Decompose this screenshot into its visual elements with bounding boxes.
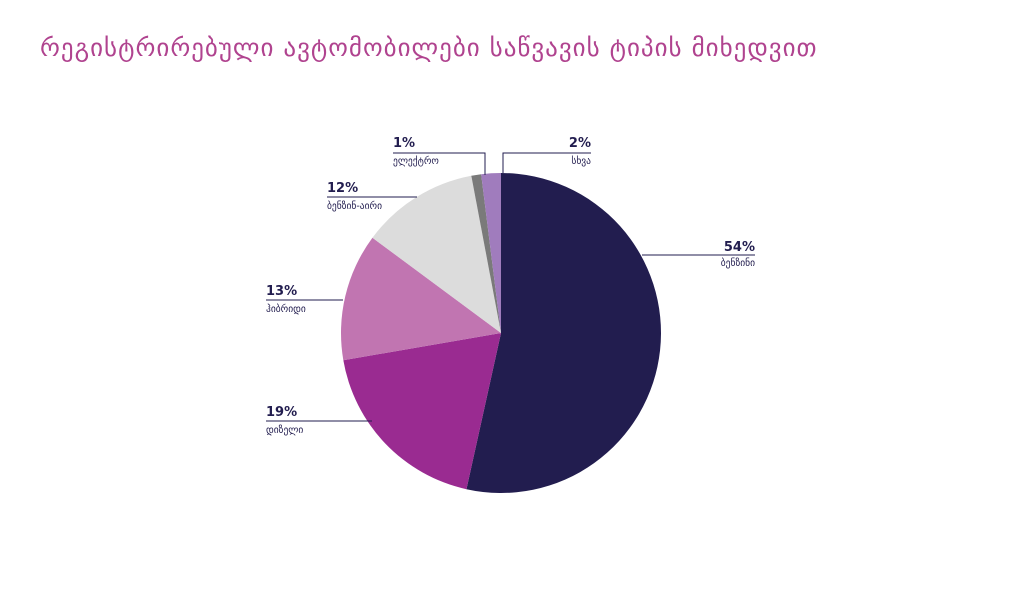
pie-slice-6: [481, 173, 501, 333]
slice-percent-label: 54%: [724, 240, 755, 255]
slice-category-label: ბენზინ-აირი: [327, 201, 382, 212]
pie-slice-1: [466, 173, 661, 494]
slice-percent-label: 12%: [327, 181, 358, 196]
slice-category-label: სხვა: [571, 156, 591, 167]
pie-slice-4: [372, 175, 501, 333]
leader-line-5: [393, 152, 486, 175]
pie-slice-2: [343, 333, 501, 490]
pie-slice-5: [471, 174, 501, 333]
pie-slices: [341, 173, 661, 494]
slice-category-label: ჰიბრიდი: [266, 304, 306, 315]
leader-lines: [266, 152, 755, 422]
slice-percent-label: 19%: [266, 405, 297, 420]
slice-percent-label: 13%: [266, 284, 297, 299]
slice-percent-label: 2%: [569, 136, 591, 151]
pie-slice-3: [341, 237, 501, 361]
leader-line-6: [502, 152, 591, 173]
chart-title: რეგისტრირებული ავტომობილები საწვავის ტიპ…: [40, 33, 818, 62]
slice-labels: 54% ბენზინი 19% დიზელი 13% ჰიბრიდი 12% ბენზინ-ა…: [266, 136, 755, 436]
slice-category-label: ბენზინი: [721, 258, 755, 269]
slice-percent-label: 1%: [393, 136, 415, 151]
slice-category-label: ელექტრო: [393, 156, 439, 167]
slice-category-label: დიზელი: [266, 425, 303, 436]
